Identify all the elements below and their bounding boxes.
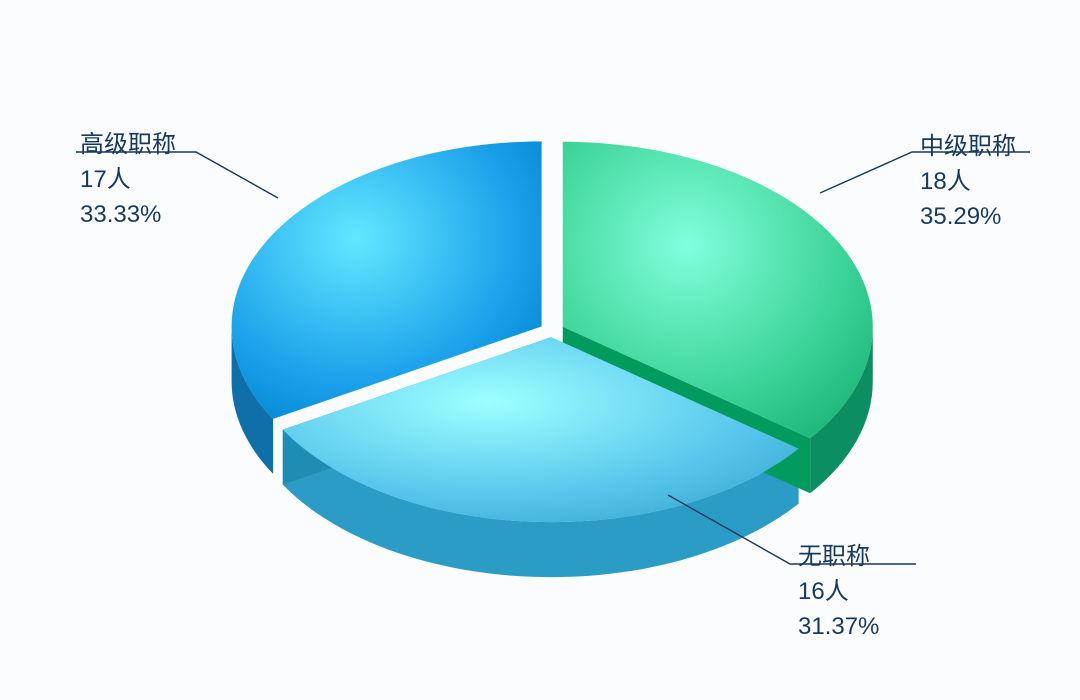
leader-senior <box>76 152 278 198</box>
pie-svg <box>0 0 1080 700</box>
pie-chart-3d: 中级职称 18人 35.29% 无职称 16人 31.37% 高级职称 17人 … <box>0 0 1080 700</box>
leader-mid <box>820 152 1030 193</box>
